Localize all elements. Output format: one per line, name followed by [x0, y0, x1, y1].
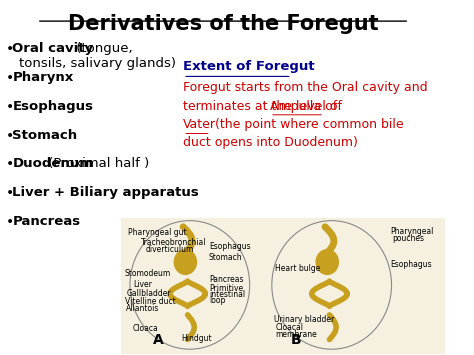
Text: •: •	[6, 100, 14, 114]
Ellipse shape	[272, 221, 392, 349]
Text: Stomach: Stomach	[209, 253, 243, 262]
Text: Liver + Biliary apparatus: Liver + Biliary apparatus	[12, 186, 199, 199]
Text: •: •	[6, 129, 14, 143]
Text: Tracheobronchial: Tracheobronchial	[141, 238, 207, 247]
Text: Derivatives of the Foregut: Derivatives of the Foregut	[68, 14, 378, 34]
Text: (tongue,: (tongue,	[73, 42, 133, 55]
Text: diverticulum: diverticulum	[146, 245, 194, 254]
Text: tonsils, salivary glands): tonsils, salivary glands)	[19, 57, 176, 70]
Text: B: B	[291, 333, 301, 347]
Text: Stomodeum: Stomodeum	[125, 269, 171, 278]
Text: •: •	[6, 157, 14, 171]
Text: Pharyngeal: Pharyngeal	[391, 226, 434, 235]
Text: •: •	[6, 215, 14, 229]
Text: duct opens into Duodenum): duct opens into Duodenum)	[183, 136, 358, 149]
Text: intestinal: intestinal	[209, 290, 245, 299]
Text: Gallbladder: Gallbladder	[127, 289, 171, 297]
Ellipse shape	[130, 221, 250, 349]
Text: (the point where common bile: (the point where common bile	[210, 118, 403, 131]
Text: •: •	[6, 186, 14, 200]
Text: Esophagus: Esophagus	[391, 260, 432, 269]
Text: (Proximal half ): (Proximal half )	[44, 157, 149, 170]
Text: Pancreas: Pancreas	[12, 215, 81, 228]
Text: •: •	[6, 42, 14, 56]
Text: Heart bulge: Heart bulge	[275, 264, 321, 273]
Polygon shape	[174, 250, 196, 274]
Text: Esophagus: Esophagus	[12, 100, 93, 113]
Text: Foregut starts from the Oral cavity and: Foregut starts from the Oral cavity and	[183, 81, 428, 94]
Text: Duodenum: Duodenum	[12, 157, 93, 170]
Text: Pharynx: Pharynx	[12, 71, 74, 84]
Text: Primitive: Primitive	[209, 284, 243, 293]
Text: Esophagus: Esophagus	[209, 242, 250, 251]
Text: Vater: Vater	[183, 118, 216, 131]
Polygon shape	[316, 250, 338, 274]
Text: Vitelline duct: Vitelline duct	[125, 297, 175, 306]
Text: loop: loop	[209, 296, 225, 305]
Text: Cloacal: Cloacal	[275, 323, 303, 332]
Text: Stomach: Stomach	[12, 129, 78, 142]
Text: A: A	[154, 333, 164, 347]
Text: Extent of Foregut: Extent of Foregut	[183, 60, 315, 72]
Text: membrane: membrane	[275, 330, 317, 339]
Text: Cloaca: Cloaca	[132, 324, 158, 333]
Text: Pancreas: Pancreas	[209, 275, 243, 284]
Text: Hindgut: Hindgut	[181, 334, 211, 343]
Text: terminates at the level of: terminates at the level of	[183, 100, 346, 113]
Text: Liver: Liver	[134, 280, 152, 289]
Text: Allantois: Allantois	[127, 304, 160, 313]
Text: •: •	[6, 71, 14, 85]
Text: Ampulla of: Ampulla of	[270, 100, 337, 113]
Text: Oral cavity: Oral cavity	[12, 42, 93, 55]
Text: Pharyngeal gut: Pharyngeal gut	[128, 228, 186, 236]
Text: Urinary bladder: Urinary bladder	[274, 315, 334, 324]
Text: pouches: pouches	[392, 234, 424, 242]
Bar	[121, 218, 445, 354]
